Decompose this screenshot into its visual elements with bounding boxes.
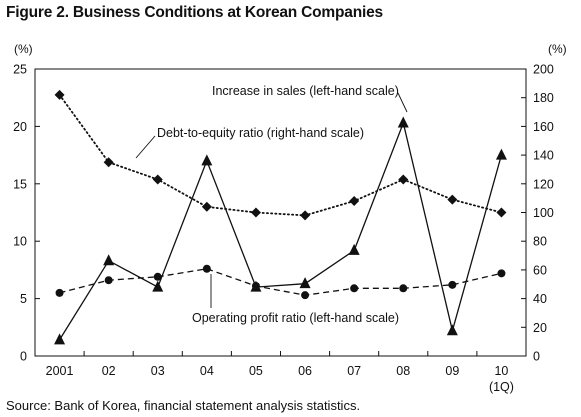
right-tick-label: 0 (533, 350, 540, 364)
x-tick-label: 10 (494, 364, 508, 378)
debt-ratio-point (349, 196, 360, 207)
debt-ratio-point (447, 194, 458, 205)
sales-annotation: Increase in sales (left-hand scale) (212, 84, 399, 98)
sales-point (397, 116, 409, 128)
sales-annotation-leader (397, 92, 408, 113)
debt-ratio-point (103, 157, 114, 168)
right-tick-label: 20 (533, 321, 547, 335)
debt-annotation-leader (135, 135, 156, 159)
chart-source: Source: Bank of Korea, financial stateme… (6, 398, 361, 413)
left-axis-unit: (%) (14, 42, 33, 56)
profit-ratio-point (350, 284, 359, 293)
debt-ratio-point (201, 201, 212, 212)
profit-ratio-point (448, 280, 457, 289)
debt-ratio-line (58, 93, 503, 217)
x-tick-label: 05 (249, 364, 263, 378)
profit-ratio-point (399, 284, 408, 293)
sales-point (152, 280, 164, 292)
right-axis: 0 20 40 60 80 100 120 140 160 180 200 (521, 63, 554, 364)
profit-ratio-point (55, 288, 64, 297)
left-tick-label: 15 (13, 177, 27, 191)
sales-line (58, 120, 503, 341)
right-tick-label: 100 (533, 206, 554, 220)
x-tick-label: 04 (200, 364, 214, 378)
x-tick-label: 03 (151, 364, 165, 378)
sales-point (103, 254, 115, 266)
profit-ratio-point (301, 291, 310, 300)
right-tick-label: 120 (533, 177, 554, 191)
x-tick-label: 07 (347, 364, 361, 378)
profit-annotation: Operating profit ratio (left-hand scale) (192, 311, 399, 325)
debt-ratio-point (54, 89, 65, 100)
x-tick-label: 06 (298, 364, 312, 378)
sales-point (201, 154, 213, 166)
left-tick-label: 20 (13, 120, 27, 134)
x-tick-label: 2001 (46, 364, 74, 378)
sales-point (495, 148, 507, 160)
debt-ratio-point (300, 210, 311, 221)
profit-ratio-point (104, 276, 113, 285)
right-axis-unit: (%) (548, 42, 567, 56)
debt-ratio-point (496, 207, 507, 218)
right-tick-label: 180 (533, 91, 554, 105)
left-tick-label: 5 (20, 292, 27, 306)
x-tick-label: 02 (102, 364, 116, 378)
sales-point (348, 243, 360, 255)
x-tick-label: 09 (445, 364, 459, 378)
x-tick-sublabel: (1Q) (489, 380, 514, 394)
debt-annotation: Debt-to-equity ratio (right-hand scale) (157, 126, 364, 140)
debt-ratio-point (398, 174, 409, 185)
series-layer (54, 89, 507, 345)
left-tick-label: 10 (13, 235, 27, 249)
debt-ratio-point (250, 207, 261, 218)
profit-ratio-point (497, 269, 506, 278)
profit-ratio-point (153, 272, 162, 281)
right-tick-label: 80 (533, 235, 547, 249)
left-tick-label: 25 (13, 63, 27, 77)
profit-ratio-point (202, 264, 211, 273)
sales-point (299, 277, 311, 289)
right-tick-label: 160 (533, 120, 554, 134)
profit-ratio-point (251, 281, 260, 290)
debt-ratio-point (152, 174, 163, 185)
left-tick-label: 0 (20, 350, 27, 364)
sales-point (54, 333, 66, 345)
left-axis: 0 5 10 15 20 25 (13, 63, 40, 364)
sales-point (446, 324, 458, 336)
x-tick-label: 08 (396, 364, 410, 378)
right-tick-label: 200 (533, 63, 554, 77)
profit-ratio-line (59, 268, 502, 296)
right-tick-label: 40 (533, 292, 547, 306)
right-tick-label: 60 (533, 263, 547, 277)
chart-title: Figure 2. Business Conditions at Korean … (6, 4, 383, 21)
right-tick-label: 140 (533, 149, 554, 163)
x-axis: 2001 02 03 04 05 06 07 08 09 10 (1Q) (46, 351, 514, 394)
